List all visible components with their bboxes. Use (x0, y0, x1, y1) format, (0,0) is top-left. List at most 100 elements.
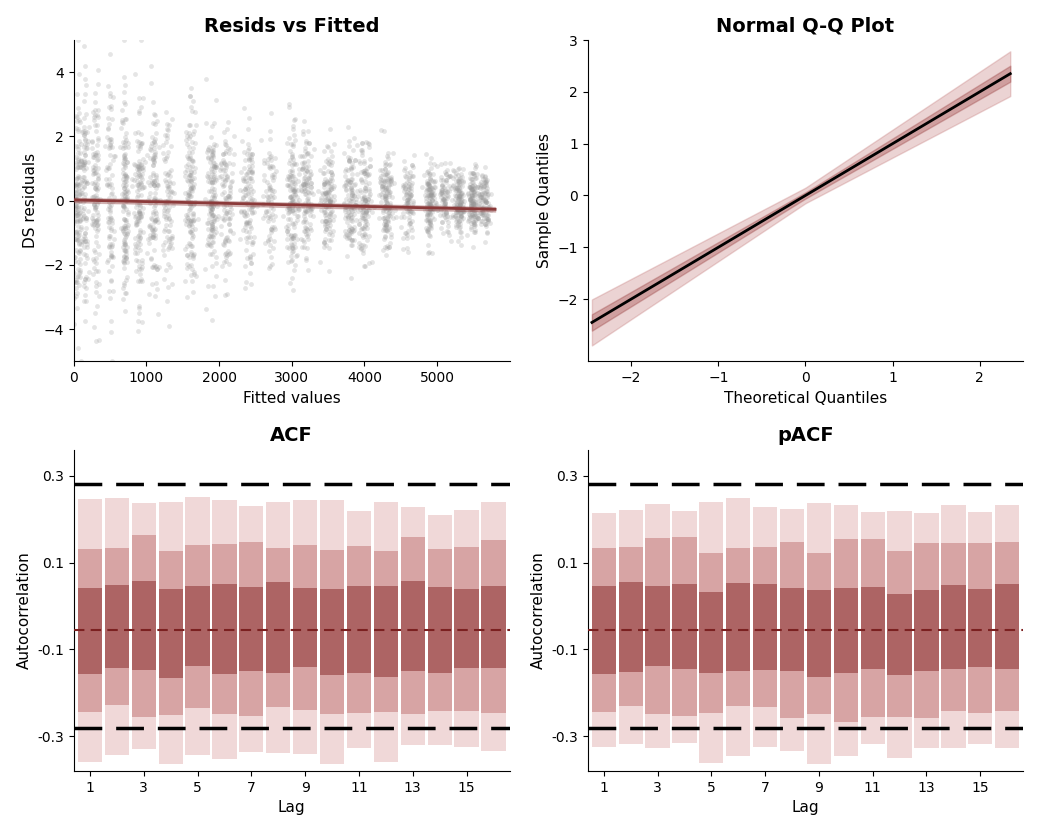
Point (203, 144, 219, 157)
Point (115, 95, 132, 108)
Point (422, 202, 439, 215)
Point (449, 201, 466, 214)
Point (337, 204, 354, 217)
Point (181, 197, 198, 210)
Point (220, 190, 237, 203)
Point (241, 151, 258, 165)
Point (354, 148, 370, 161)
Point (467, 219, 484, 232)
Point (76, 171, 93, 184)
Point (144, 277, 160, 290)
Point (67, 201, 83, 215)
Point (378, 189, 394, 202)
Point (86, 245, 103, 259)
Point (378, 162, 394, 176)
Point (378, 219, 394, 232)
Point (464, 180, 480, 193)
Point (373, 181, 390, 194)
Point (361, 176, 378, 190)
Point (181, 150, 198, 163)
Point (374, 204, 391, 217)
Point (85, 320, 102, 334)
Point (315, 166, 332, 180)
Point (357, 206, 373, 220)
Point (315, 206, 332, 219)
Point (243, 166, 260, 179)
Point (183, 82, 200, 95)
Point (462, 193, 478, 206)
Point (347, 193, 364, 206)
Point (130, 235, 147, 249)
Point (150, 308, 166, 321)
Point (216, 233, 233, 246)
Point (131, 176, 148, 189)
Point (177, 243, 193, 256)
Point (70, 210, 86, 223)
Point (466, 189, 483, 202)
Point (69, 270, 85, 284)
Point (119, 171, 135, 185)
Point (245, 230, 262, 244)
Point (448, 184, 465, 197)
Point (78, 141, 95, 155)
Point (140, 287, 157, 300)
Point (422, 203, 439, 216)
Point (70, 171, 86, 185)
Point (459, 229, 475, 242)
Point (450, 202, 467, 215)
Point (115, 85, 132, 98)
Point (264, 241, 281, 255)
Point (298, 179, 315, 192)
Point (320, 184, 337, 197)
Point (68, 206, 84, 220)
Point (442, 210, 459, 224)
Point (204, 195, 220, 208)
Point (297, 175, 314, 188)
Point (449, 202, 466, 215)
Point (462, 166, 478, 180)
Point (361, 190, 378, 203)
Point (456, 201, 472, 214)
Point (85, 113, 102, 126)
Point (305, 210, 321, 223)
Point (383, 228, 399, 241)
Point (147, 198, 163, 211)
Point (342, 161, 359, 175)
Point (357, 205, 373, 218)
Point (436, 207, 452, 220)
Point (400, 186, 417, 200)
Point (473, 198, 490, 211)
Point (130, 215, 147, 228)
Point (201, 229, 217, 242)
Point (295, 206, 312, 220)
Point (118, 202, 134, 215)
Point (205, 145, 222, 158)
Point (241, 159, 258, 172)
Point (134, 181, 151, 194)
Point (399, 192, 416, 206)
Point (147, 223, 163, 236)
Point (76, 234, 93, 247)
Point (202, 247, 218, 260)
Point (323, 167, 340, 181)
Point (431, 204, 447, 217)
Point (479, 188, 496, 201)
Point (414, 180, 431, 193)
Point (423, 210, 440, 223)
Point (475, 201, 492, 215)
Point (319, 141, 336, 154)
Point (452, 187, 469, 201)
Point (281, 206, 297, 219)
Point (182, 225, 199, 239)
Point (73, 137, 89, 151)
Point (400, 191, 417, 205)
Point (356, 190, 372, 203)
Point (379, 181, 395, 195)
Point (396, 227, 413, 240)
Point (179, 191, 196, 205)
Point (282, 205, 298, 218)
Point (383, 173, 399, 186)
Point (89, 196, 106, 209)
Point (422, 197, 439, 210)
Point (100, 202, 116, 215)
